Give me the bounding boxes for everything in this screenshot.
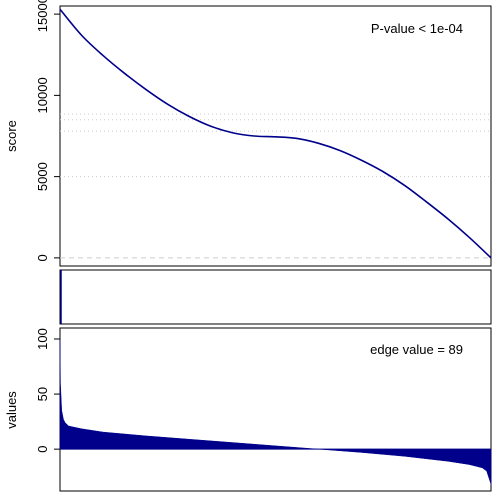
values-axis-label: values (4, 391, 19, 429)
hits-panel (59, 269, 492, 325)
values-panel: 0 50 100 values edge value = 89 (4, 327, 492, 492)
values-area (59, 339, 492, 485)
values-y-tick-label: 0 (35, 446, 50, 453)
score-y-tick-label: 5000 (35, 162, 50, 191)
p-value-annotation: P-value < 1e-04 (371, 21, 463, 36)
values-y-tick-label: 50 (35, 387, 50, 401)
score-curve (59, 8, 492, 259)
values-y-axis: 0 50 100 (35, 328, 60, 453)
score-axis-label: score (4, 120, 19, 152)
hits-panel-frame (59, 269, 492, 325)
score-panel-frame (59, 5, 492, 267)
score-y-tick-label: 0 (35, 254, 50, 261)
score-panel: 0 5000 10000 15000 score P-value < 1e-04 (4, 0, 492, 267)
score-y-axis: 0 5000 10000 15000 (35, 0, 60, 261)
score-y-tick-label: 10000 (35, 77, 50, 113)
score-y-tick-label: 15000 (35, 0, 50, 32)
edge-value-annotation: edge value = 89 (370, 342, 463, 357)
values-y-tick-label: 100 (35, 328, 50, 350)
score-reference-lines (60, 113, 491, 259)
